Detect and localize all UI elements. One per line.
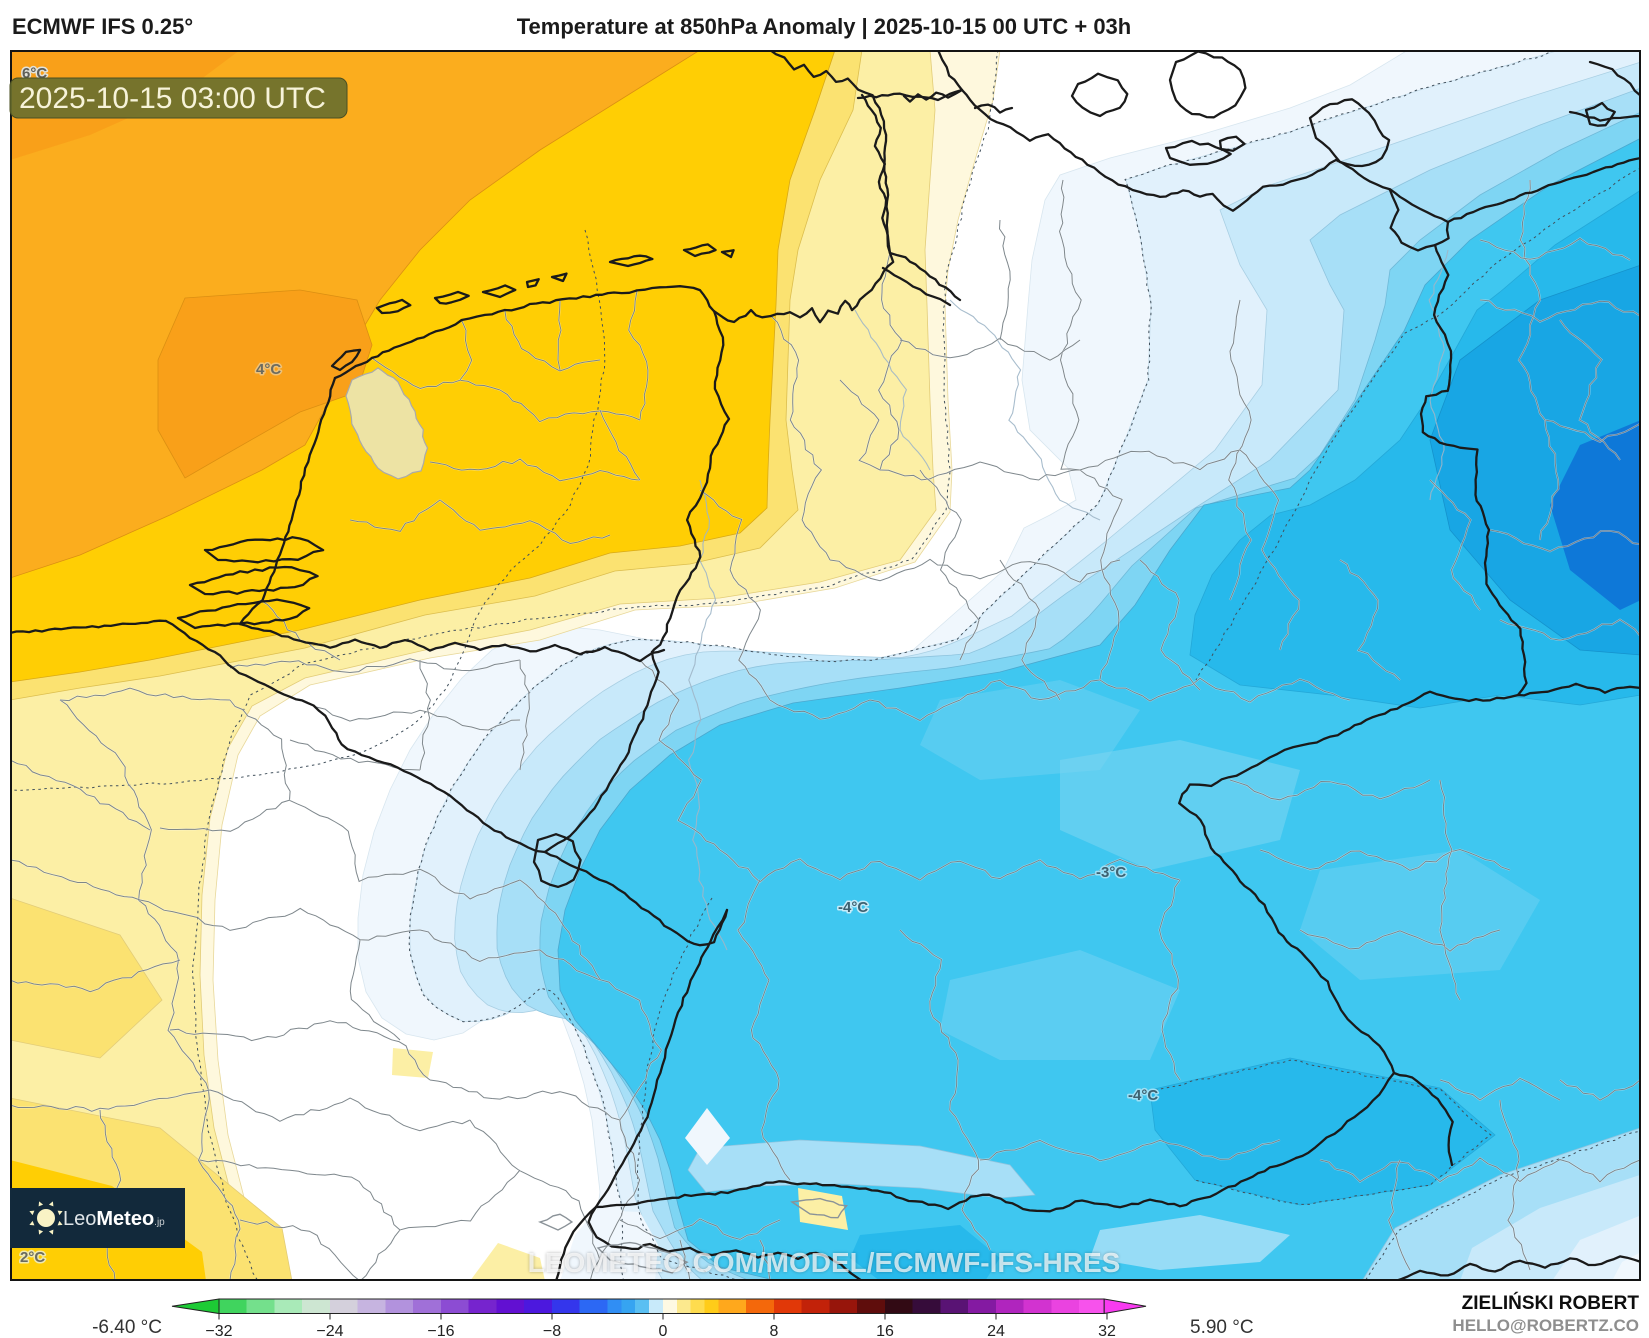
svg-text:4°C: 4°C	[256, 361, 281, 378]
svg-text:LEOMETEO.COM/MODEL/ECMWF-IFS-H: LEOMETEO.COM/MODEL/ECMWF-IFS-HRES	[528, 1247, 1121, 1278]
svg-text:24: 24	[987, 1323, 1005, 1338]
svg-text:−16: −16	[427, 1323, 454, 1338]
svg-text:-4°C: -4°C	[1128, 1087, 1158, 1104]
svg-text:-4°C: -4°C	[838, 899, 868, 916]
svg-text:−8: −8	[543, 1323, 561, 1338]
svg-text:Temperature at 850hPa Anomaly: Temperature at 850hPa Anomaly | 2025-10-…	[517, 14, 1132, 39]
svg-text:5.90 °C: 5.90 °C	[1190, 1317, 1254, 1338]
svg-text:LeoMeteo.jp: LeoMeteo.jp	[63, 1208, 165, 1230]
svg-text:0: 0	[659, 1323, 668, 1338]
svg-text:ZIELIŃSKI ROBERT: ZIELIŃSKI ROBERT	[1462, 1292, 1640, 1314]
svg-text:8: 8	[770, 1323, 779, 1338]
svg-text:HELLO@ROBERTZ.CO: HELLO@ROBERTZ.CO	[1452, 1316, 1639, 1335]
svg-text:2°C: 2°C	[20, 1249, 45, 1266]
svg-text:ECMWF IFS 0.25°: ECMWF IFS 0.25°	[12, 14, 193, 39]
svg-text:−32: −32	[205, 1323, 232, 1338]
svg-text:-6.40 °C: -6.40 °C	[92, 1317, 162, 1338]
svg-text:−24: −24	[316, 1323, 343, 1338]
svg-text:32: 32	[1098, 1323, 1116, 1338]
svg-text:-3°C: -3°C	[1096, 864, 1126, 881]
svg-text:2025-10-15 03:00 UTC: 2025-10-15 03:00 UTC	[19, 82, 326, 115]
svg-text:16: 16	[876, 1323, 894, 1338]
